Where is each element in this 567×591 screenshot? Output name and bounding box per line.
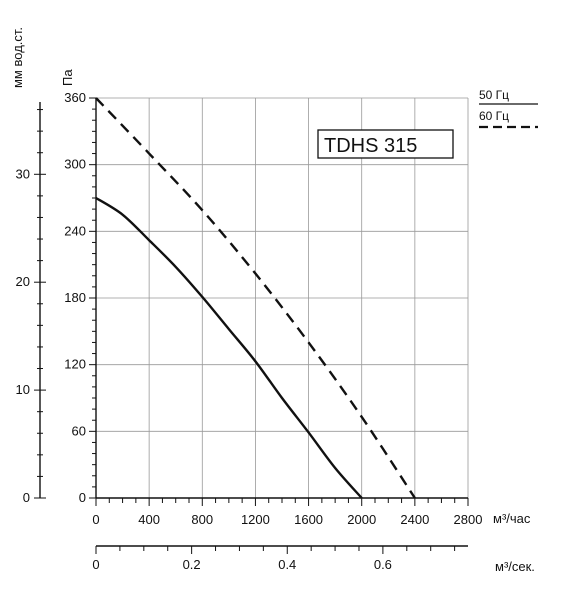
chart-title: TDHS 315 xyxy=(324,135,417,157)
x-tick-label: 2400 xyxy=(400,512,429,527)
y2-tick-label: 20 xyxy=(16,274,30,289)
x2-axis-label: м³/сек. xyxy=(495,559,535,574)
series-group xyxy=(95,97,416,499)
y-tick-label: 0 xyxy=(79,490,86,505)
x-tick-label: 2800 xyxy=(454,512,483,527)
y2-tick-label: 10 xyxy=(16,382,30,397)
title-box xyxy=(317,129,454,159)
legend: 50 Гц 60 Гц xyxy=(479,88,538,129)
x-tick-label: 1600 xyxy=(294,512,323,527)
x2-tick-label: 0 xyxy=(92,557,99,572)
y2-tick-label: 0 xyxy=(23,490,30,505)
y2-axis-label: мм вод.ст. xyxy=(10,27,25,88)
grid xyxy=(96,97,469,498)
y-tick-label: 60 xyxy=(72,423,86,438)
x-axis-label: м³/час xyxy=(493,511,531,526)
y-tick-label: 300 xyxy=(64,157,86,172)
x-tick-label: 1200 xyxy=(241,512,270,527)
x-tick-label: 2000 xyxy=(347,512,376,527)
series-line-60hz xyxy=(95,97,416,499)
legend-label-50hz: 50 Гц xyxy=(479,88,509,102)
y2-tick-label: 30 xyxy=(16,166,30,181)
series-line-50hz xyxy=(95,196,363,499)
y-tick-label: 240 xyxy=(64,223,86,238)
x-tick-label: 0 xyxy=(92,512,99,527)
y-tick-label: 180 xyxy=(64,290,86,305)
minor-ticks xyxy=(34,97,469,554)
axes xyxy=(39,98,468,547)
y-tick-label: 360 xyxy=(64,90,86,105)
x-tick-label: 400 xyxy=(138,512,160,527)
x2-tick-label: 0.2 xyxy=(183,557,201,572)
y-tick-label: 120 xyxy=(64,357,86,372)
x2-tick-label: 0.4 xyxy=(278,557,296,572)
legend-label-60hz: 60 Гц xyxy=(479,109,509,123)
y-axis-label: Па xyxy=(60,69,75,86)
x-tick-label: 800 xyxy=(191,512,213,527)
x2-tick-label: 0.6 xyxy=(374,557,392,572)
